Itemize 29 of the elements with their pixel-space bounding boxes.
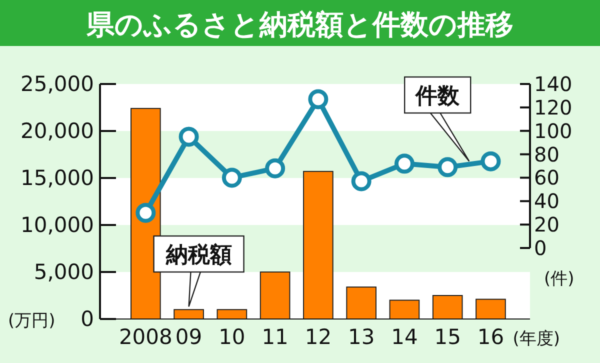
x-tick-label: 16 <box>477 325 504 349</box>
chart-title: 県のふるさと納税額と件数の推移 <box>86 8 514 41</box>
y2-tick-label: 40 <box>534 189 560 214</box>
series-label: 納税額 <box>164 243 232 268</box>
x-tick-label: 15 <box>434 325 461 349</box>
y-tick-label: 10,000 <box>20 213 94 237</box>
x-axis-title: (年度) <box>512 329 560 349</box>
y-tick-label: 15,000 <box>20 166 94 190</box>
y2-tick-label: 140 <box>534 72 572 96</box>
x-tick-label: 09 <box>175 325 202 349</box>
y2-tick-label: 120 <box>534 95 572 120</box>
y2-tick-label: 20 <box>534 212 560 237</box>
y-tick-label: 5,000 <box>34 260 94 284</box>
text: 件数 <box>414 84 461 109</box>
y-tick-label: 25,000 <box>20 72 94 96</box>
y2-axis-title: (件) <box>544 269 574 289</box>
y2-tick-label: 80 <box>534 142 560 166</box>
y-axis-title: (万円) <box>8 311 56 331</box>
y-tick-label: 20,000 <box>20 119 94 143</box>
x-tick-label: 10 <box>218 325 246 349</box>
y2-tick-label: 100 <box>534 118 572 143</box>
y2-tick-label: 60 <box>534 166 560 190</box>
x-tick-label: 12 <box>304 325 332 349</box>
x-tick-label: 2008 <box>118 325 172 349</box>
y-tick-label: 0 <box>80 307 94 331</box>
x-tick-label: 13 <box>348 325 375 349</box>
y2-tick-label: 0 <box>534 236 547 260</box>
x-tick-label: 11 <box>262 325 288 349</box>
x-tick-label: 14 <box>391 325 418 349</box>
